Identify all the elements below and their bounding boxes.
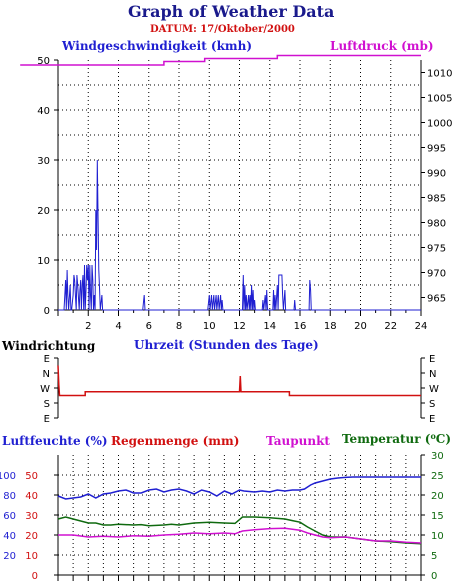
y-tick-label-right: 1000 — [427, 119, 452, 130]
direction-label-right: E — [429, 354, 435, 365]
humidity-tick-label: 100 — [0, 471, 16, 482]
pressure-label: Luftdruck (mb) — [330, 39, 434, 53]
series-wind-speed — [58, 159, 421, 311]
direction-label-right: S — [429, 399, 435, 410]
y-tick-label-left: 0 — [44, 306, 50, 317]
humidity-label: Luftfeuchte (%) — [2, 434, 108, 448]
humidity-tick-label: 40 — [3, 531, 16, 542]
y-tick-label-right: 995 — [427, 144, 446, 155]
rain-tick-label: 30 — [25, 511, 38, 522]
temperature-label-degree: o — [430, 431, 436, 441]
y-tick-label-right: 970 — [427, 269, 446, 280]
series-wind-direction — [57, 365, 421, 397]
rain-label: Regenmenge (mm) — [111, 434, 239, 448]
y-tick-label-left: 40 — [37, 106, 50, 117]
x-tick-label: 16 — [294, 321, 307, 332]
humidity-tick-label: 60 — [3, 511, 16, 522]
x-axis-label: Uhrzeit (Stunden des Tage) — [134, 338, 319, 352]
x-tick-label: 12 — [233, 321, 246, 332]
temperature-label: Temperatur (oC) — [342, 431, 451, 446]
humidity-tick-label: 80 — [3, 491, 16, 502]
direction-label-right: E — [429, 414, 435, 425]
temperature-label-text: Temperatur ( — [342, 432, 431, 446]
temperature-tick-label: 30 — [431, 451, 444, 462]
x-tick-label: 18 — [324, 321, 337, 332]
y-tick-label-right: 985 — [427, 194, 446, 205]
y-tick-label-left: 30 — [37, 156, 50, 167]
y-tick-label-left: 20 — [37, 206, 50, 217]
y-tick-label-left: 50 — [37, 56, 50, 67]
temperature-tick-label: 10 — [431, 531, 444, 542]
direction-label-right: W — [429, 384, 439, 395]
x-tick-label: 2 — [85, 321, 91, 332]
y-tick-label-right: 980 — [427, 219, 446, 230]
x-tick-label: 10 — [203, 321, 216, 332]
y-tick-label-right: 965 — [427, 294, 446, 305]
chart-title: Graph of Weather Data — [128, 2, 334, 21]
direction-label-right: N — [429, 369, 436, 380]
wind-pressure-plot: 0 10 20 30 40 50 965 970 975 980 985 990 995 1000 1005… — [20, 54, 452, 332]
x-tick-label: 24 — [415, 321, 428, 332]
series-humidity — [57, 476, 421, 500]
y-tick-label-right: 990 — [427, 169, 446, 180]
temperature-tick-label: 0 — [431, 571, 437, 582]
wind-speed-label: Windgeschwindigkeit (kmh) — [61, 39, 252, 53]
y-tick-label-right: 1010 — [427, 69, 452, 80]
dewpoint-label: Taupunkt — [266, 434, 330, 448]
temperature-tick-label: 5 — [431, 551, 437, 562]
chart-date: DATUM: 17/Oktober/2000 — [150, 24, 295, 35]
x-tick-label: 6 — [146, 321, 152, 332]
direction-label-left: S — [44, 399, 50, 410]
rain-tick-label: 20 — [25, 531, 38, 542]
x-tick-label: 20 — [354, 321, 367, 332]
direction-label-left: E — [44, 354, 50, 365]
x-tick-label: 4 — [115, 321, 121, 332]
rain-tick-label: 10 — [25, 551, 38, 562]
x-tick-label: 22 — [384, 321, 397, 332]
humidity-temperature-plot: 0 10 20 30 40 50 20 40 60 80 100 0 5 10 15 20 25 30 — [0, 451, 444, 582]
direction-label-left: N — [43, 369, 50, 380]
y-tick-label-right: 975 — [427, 244, 446, 255]
x-tick-label: 8 — [176, 321, 182, 332]
series-dewpoint — [58, 527, 422, 544]
temperature-tick-label: 25 — [431, 471, 444, 482]
temperature-tick-label: 20 — [431, 491, 444, 502]
series-pressure — [20, 54, 421, 66]
y-tick-label-right: 1005 — [427, 94, 452, 105]
temperature-tick-label: 15 — [431, 511, 444, 522]
x-tick-label: 14 — [263, 321, 276, 332]
rain-tick-label: 40 — [25, 491, 38, 502]
direction-label-left: E — [44, 414, 50, 425]
wind-direction-label: Windrichtung — [1, 339, 96, 353]
y-tick-label-left: 10 — [37, 256, 50, 267]
direction-label-left: W — [40, 384, 50, 395]
humidity-tick-label: 20 — [3, 551, 16, 562]
temperature-label-unit: C) — [436, 432, 451, 446]
rain-tick-label: 50 — [25, 471, 38, 482]
rain-tick-label: 0 — [32, 571, 38, 582]
